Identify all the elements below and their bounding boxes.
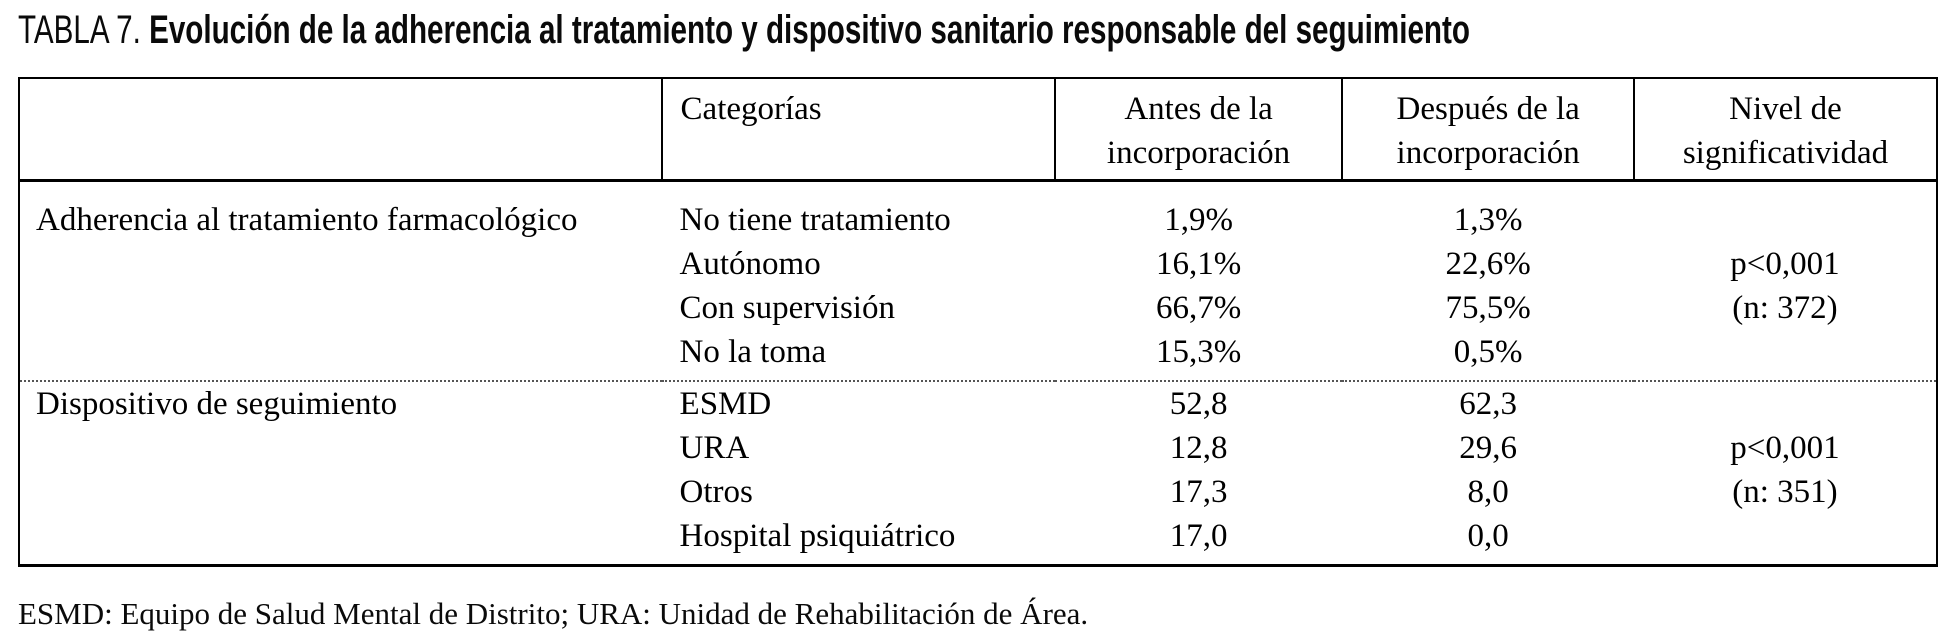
footnote: ESMD: Equipo de Salud Mental de Distrito…: [18, 595, 1089, 631]
value-antes: 12,8: [1169, 429, 1228, 466]
table-row: Con supervisión 66,7% 75,5% (n: 372): [19, 286, 1937, 330]
value-despues: 0,5%: [1453, 333, 1523, 370]
table-row: No la toma 15,3% 0,5%: [19, 330, 1937, 381]
header-significatividad: Nivel de significatividad: [1633, 78, 1937, 182]
value-antes: 15,3%: [1155, 333, 1242, 370]
header-antes: Antes de la incorporación: [1054, 78, 1344, 182]
value-antes: 16,1%: [1155, 245, 1242, 282]
page-title: TABLA 7. Evolución de la adherencia al t…: [18, 8, 1470, 53]
categoria-cell: URA: [679, 429, 750, 466]
table-row: Adherencia al tratamiento farmacológico …: [19, 180, 1937, 242]
header-empty: [19, 78, 663, 182]
value-antes: 17,3: [1169, 473, 1228, 510]
categoria-cell: Con supervisión: [679, 289, 895, 326]
categoria-cell: Otros: [679, 473, 753, 510]
header-row: Categorías Antes de la incorporación Des…: [19, 78, 1937, 182]
categoria-cell: Autónomo: [679, 245, 821, 282]
value-nivel: [1634, 514, 1937, 566]
value-nivel: p<0,001: [1730, 429, 1840, 466]
categoria-cell: ESMD: [661, 379, 1055, 426]
data-table: Categorías Antes de la incorporación Des…: [18, 77, 1938, 567]
table-row: Autónomo 16,1% 22,6% p<0,001: [19, 242, 1937, 286]
title-spacer: [141, 8, 149, 52]
categoria-cell: No tiene tratamiento: [679, 201, 951, 238]
value-despues: 29,6: [1459, 429, 1518, 466]
value-nivel: p<0,001: [1730, 245, 1840, 282]
table-title-text: Evolución de la adherencia al tratamient…: [149, 8, 1470, 52]
table-row: Hospital psiquiátrico 17,0 0,0: [19, 514, 1937, 566]
value-despues: 1,3%: [1453, 201, 1523, 238]
categoria-cell: No la toma: [679, 333, 827, 370]
categoria-cell: Hospital psiquiátrico: [679, 517, 956, 554]
value-nivel: [1634, 180, 1937, 242]
value-nivel: [1634, 330, 1937, 381]
header-categorias: Categorías: [661, 78, 1056, 182]
value-despues: 75,5%: [1445, 289, 1531, 326]
value-nivel: (n: 351): [1732, 473, 1838, 510]
table-row: URA 12,8 29,6 p<0,001: [19, 426, 1937, 470]
section-label-adherencia: Adherencia al tratamiento farmacológico: [36, 201, 578, 238]
value-despues: 8,0: [1467, 473, 1509, 510]
value-antes: 66,7%: [1155, 289, 1242, 326]
table-header: Categorías Antes de la incorporación Des…: [19, 78, 1937, 182]
table-number-label: TABLA 7.: [18, 8, 141, 52]
value-antes: 1,9%: [1164, 201, 1233, 238]
value-despues: 0,0: [1467, 517, 1509, 554]
value-despues: 22,6%: [1445, 245, 1531, 282]
table-body: Adherencia al tratamiento farmacológico …: [19, 180, 1937, 565]
value-nivel: [1633, 379, 1937, 426]
value-despues: 62,3: [1342, 379, 1634, 426]
table-row: Dispositivo de seguimiento ESMD 52,8 62,…: [19, 379, 1937, 565]
value-antes: 17,0: [1169, 517, 1228, 554]
value-antes: 52,8: [1054, 379, 1343, 426]
section-label-dispositivo: Dispositivo de seguimiento: [19, 379, 662, 565]
value-nivel: (n: 372): [1732, 289, 1838, 326]
table-row: Otros 17,3 8,0 (n: 351): [19, 470, 1937, 514]
header-despues: Después de la incorporación: [1342, 78, 1635, 182]
